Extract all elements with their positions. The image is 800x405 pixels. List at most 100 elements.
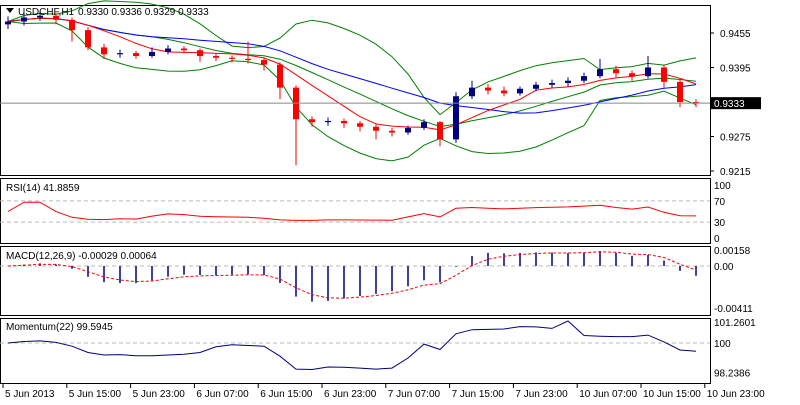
candle [469,80,475,100]
candle-body [693,102,699,104]
candle [501,86,507,97]
candle [405,125,411,135]
price-tick-label: 0.9215 [720,167,751,178]
candle-body [469,87,475,97]
momentum-panel[interactable]: 101.2601 100 98.2386 Momentum(22) 99.5945 [0,318,756,384]
candle [37,11,43,21]
candle [517,86,523,96]
candle [613,65,619,78]
candle-body [85,30,91,48]
candle-body [309,119,315,123]
candle [117,49,123,58]
momentum-line [7,320,697,371]
time-tick-label: 10 Jun 23:00 [707,389,765,400]
candle-body [501,90,507,94]
time-tick-label: 5 Jun 23:00 [133,389,186,400]
rsi-tick-label: 70 [714,197,726,208]
candle-body [341,120,347,124]
macd-panel[interactable]: 0.00158 0.00 -0.00411 MACD(12,26,9) -0.000… [0,246,753,316]
fast-moving-average-line [7,17,697,131]
candle-body [373,126,379,131]
candle-body [517,88,523,94]
rsi-panel[interactable]: 100 70 30 0 RSI(14) 41.8859 [0,178,731,246]
time-tick-label: 6 Jun 07:00 [196,389,249,400]
candle [597,58,603,79]
price-tick-label: 0.9275 [720,133,751,144]
candle [21,12,27,26]
candle-body [117,53,123,55]
candle-body [581,76,587,81]
candle [389,127,395,137]
candle [309,116,315,127]
candle [485,84,491,95]
candle-body [213,56,219,58]
price-panel[interactable]: 0.9333 0.9455 0.9395 0.9275 0.9215 USDCHF,H… [0,0,761,178]
candle-body [533,84,539,89]
candle-body [421,122,427,128]
time-tick-label: 7 Jun 23:00 [515,389,568,400]
candle-body [181,48,187,51]
momentum-tick-label: 100 [714,339,731,350]
candle-body [229,57,235,59]
candle [245,41,251,64]
candle-body [261,60,267,65]
candle [133,50,139,59]
candle-body [453,96,459,140]
candle-body [325,120,331,123]
candle [437,120,443,147]
candle-body [5,21,11,25]
candle [645,56,651,79]
candle-body [165,48,171,52]
time-axis: 5 Jun 2013 5 Jun 15:00 5 Jun 23:00 6 Jun 07… [2,384,765,400]
time-tick-label: 10 Jun 07:00 [579,389,637,400]
candle [677,79,683,108]
time-tick-label: 5 Jun 2013 [5,389,55,400]
candle [181,46,187,54]
momentum-label: Momentum(22) 99.5945 [6,322,113,333]
candle [197,48,203,62]
candle [565,77,571,87]
candle [69,17,75,42]
candle-body [277,64,283,88]
candle-body [389,130,395,133]
candle-body [485,87,491,91]
candle-body [405,127,411,133]
candle-body [53,15,59,20]
candle-body [37,15,43,18]
candle-body [677,81,683,102]
candle-body [629,73,635,77]
candle [421,119,427,131]
bollinger-upper-line [7,0,697,116]
time-tick-label: 10 Jun 15:00 [643,389,701,400]
candle [453,92,459,143]
time-tick-label: 7 Jun 07:00 [388,389,441,400]
candle-body [245,58,251,61]
candle-body [565,80,571,84]
price-tick-label: 0.9395 [720,64,751,75]
time-tick-label: 5 Jun 15:00 [69,389,122,400]
candle [373,124,379,140]
candle [85,27,91,51]
chart-header: USDCHF,H1 0.9330 0.9336 0.9329 0.9333 [6,7,209,18]
candle [661,64,667,88]
candle [581,72,587,84]
candle [261,57,267,71]
current-price-label: 0.9333 [714,99,745,110]
ohlc-values: 0.9330 0.9336 0.9329 0.9333 [78,7,209,18]
momentum-tick-label: 101.2601 [714,318,756,329]
candle [165,45,171,55]
dropdown-arrow-icon[interactable] [6,8,14,13]
slow-moving-average-line [7,17,697,114]
candle [357,120,363,132]
candle-body [645,67,651,77]
macd-tick-label: 0.00 [714,262,734,273]
momentum-tick-label: 98.2386 [714,368,751,379]
macd-tick-label: 0.00158 [714,246,751,257]
rsi-line [7,201,697,221]
time-tick-label: 7 Jun 15:00 [452,389,505,400]
candle-body [101,47,107,55]
rsi-tick-label: 30 [714,218,726,229]
candle [629,70,635,81]
candle [533,81,539,92]
